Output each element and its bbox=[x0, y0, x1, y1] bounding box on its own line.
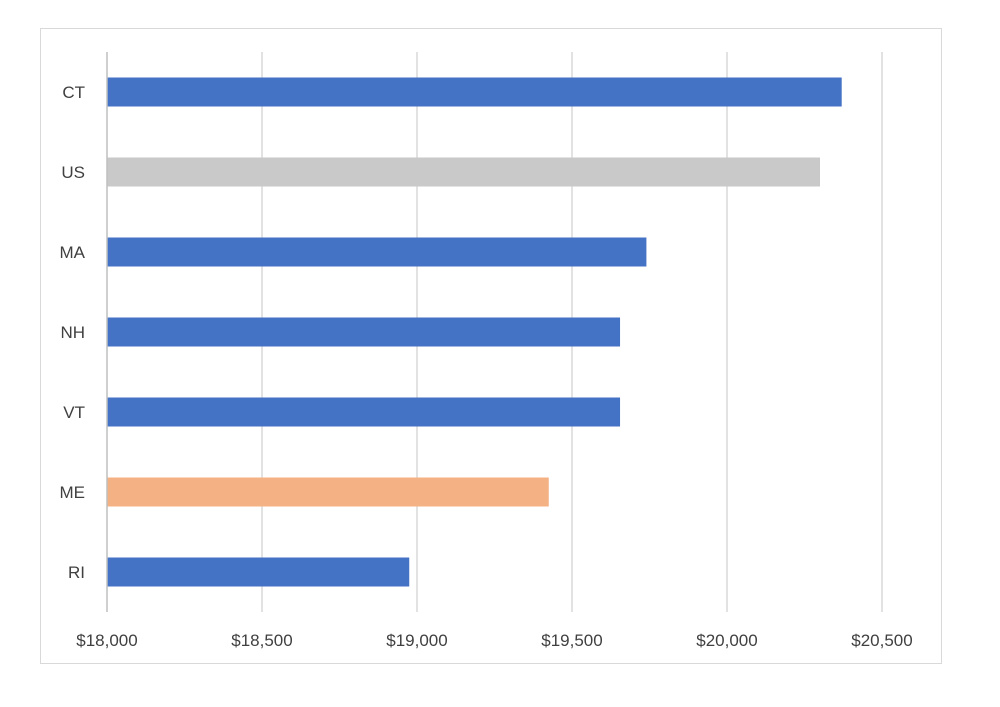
bars bbox=[107, 77, 842, 587]
category-label-ri: RI bbox=[68, 563, 85, 582]
x-tick-label: $19,000 bbox=[386, 631, 447, 650]
category-label-me: ME bbox=[60, 483, 86, 502]
x-tick-label: $18,000 bbox=[76, 631, 137, 650]
bar-ri bbox=[107, 557, 410, 587]
category-label-ma: MA bbox=[60, 243, 86, 262]
bar-nh bbox=[107, 317, 621, 347]
x-tick-label: $20,000 bbox=[696, 631, 757, 650]
bar-vt bbox=[107, 397, 621, 427]
category-label-vt: VT bbox=[63, 403, 85, 422]
category-label-nh: NH bbox=[60, 323, 85, 342]
bar-us bbox=[107, 157, 820, 187]
x-tick-label: $19,500 bbox=[541, 631, 602, 650]
bar-ma bbox=[107, 237, 647, 267]
bar-ct bbox=[107, 77, 842, 107]
bar-me bbox=[107, 477, 549, 507]
labels: CT US MA NH VT ME RI $18,000 $18,500 $19,000 $19,5… bbox=[60, 83, 913, 650]
category-label-us: US bbox=[61, 163, 85, 182]
x-tick-label: $18,500 bbox=[231, 631, 292, 650]
x-tick-label: $20,500 bbox=[851, 631, 912, 650]
category-label-ct: CT bbox=[62, 83, 85, 102]
